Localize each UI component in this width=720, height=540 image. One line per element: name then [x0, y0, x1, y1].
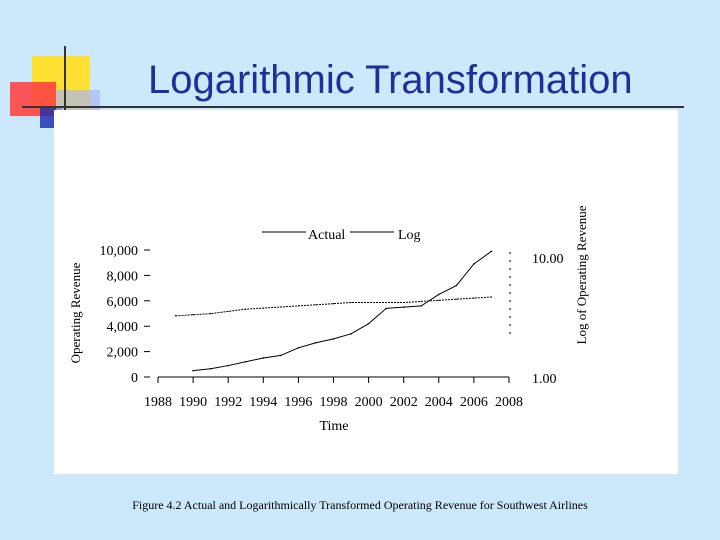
- series-actual-point: [332, 338, 335, 340]
- series-actual-point: [209, 367, 212, 370]
- series-log-point: [403, 301, 405, 304]
- series-log-point: [420, 300, 422, 303]
- y-left-tick-label: 4,000: [107, 320, 139, 335]
- y-axis-right-label: Log of Operating Revenue: [574, 205, 589, 344]
- series-actual-point: [244, 360, 247, 363]
- series-log-point: [245, 308, 247, 310]
- x-tick-label: 2008: [495, 395, 523, 410]
- series-actual-point: [192, 369, 194, 372]
- series-actual-point: [280, 354, 282, 357]
- series-actual-point: [297, 346, 300, 349]
- series-actual-point: [455, 284, 458, 287]
- series-log-line: [175, 296, 492, 317]
- series-log-point: [385, 301, 387, 304]
- y-left-tick-label: 10,000: [100, 244, 139, 259]
- chart-series: [174, 250, 493, 372]
- revenue-chart: Operating Revenue Log of Operating Reven…: [68, 205, 589, 434]
- series-log-point: [192, 314, 194, 316]
- x-tick-label: 1988: [144, 395, 172, 410]
- x-tick-label: 2000: [355, 395, 383, 410]
- figure-caption: Figure 4.2 Actual and Logarithmically Tr…: [132, 498, 588, 512]
- slide-title: Logarithmic Transformation: [148, 58, 633, 102]
- deco-vertical-line: [64, 46, 66, 132]
- series-actual-line: [193, 250, 492, 372]
- series-log-point: [473, 297, 475, 299]
- chart-ticks: 0 2,000 4,000 6,000 8,000 10,000 1988 1990 1992 1…: [100, 244, 564, 410]
- x-axis-label: Time: [319, 419, 348, 434]
- x-tick-label: 2002: [390, 395, 418, 410]
- series-actual-point: [420, 305, 423, 307]
- x-tick-label: 1994: [249, 395, 277, 410]
- series-actual-point: [402, 306, 405, 308]
- x-tick-label: 2004: [425, 395, 453, 410]
- series-log-point: [350, 301, 352, 304]
- y-right-tick-label: 10.00: [532, 252, 564, 267]
- series-log-point: [174, 315, 177, 317]
- chart-panel: Operating Revenue Log of Operating Reven…: [54, 110, 678, 474]
- series-actual-point: [262, 357, 265, 359]
- x-tick-label: 1990: [179, 395, 207, 410]
- series-actual-point: [438, 293, 440, 296]
- series-log-point: [280, 306, 282, 308]
- series-log-point: [210, 313, 212, 315]
- series-actual-point: [385, 307, 387, 310]
- legend-log-label: Log: [398, 228, 421, 243]
- deco-horizontal-line: [22, 106, 684, 108]
- y-left-tick-label: 2,000: [107, 346, 139, 361]
- series-actual-point: [473, 263, 475, 265]
- series-actual-point: [367, 322, 370, 325]
- x-tick-label: 1998: [320, 395, 348, 410]
- y-left-tick-label: 6,000: [107, 295, 139, 310]
- series-log-point: [368, 301, 370, 304]
- series-log-point: [297, 305, 299, 307]
- series-log-point: [455, 298, 457, 300]
- x-tick-label: 1996: [284, 395, 312, 410]
- series-actual-point: [490, 250, 493, 253]
- series-actual-point: [315, 341, 317, 344]
- deco-lightblue-square: [56, 90, 100, 112]
- series-log-point: [262, 307, 264, 309]
- y-left-tick-label: 8,000: [107, 269, 139, 284]
- x-tick-label: 1992: [214, 395, 242, 410]
- y-left-tick-label: 0: [131, 371, 138, 386]
- series-log-point: [227, 310, 229, 313]
- series-actual-point: [227, 364, 229, 367]
- x-tick-label: 2006: [460, 395, 488, 410]
- series-log-point: [490, 296, 493, 298]
- series-log-point: [438, 299, 440, 301]
- legend-actual-label: Actual: [308, 228, 345, 243]
- y-axis-left-label: Operating Revenue: [68, 262, 83, 363]
- series-log-point: [332, 303, 335, 305]
- series-log-point: [315, 304, 317, 306]
- series-actual-point: [350, 333, 352, 335]
- y-right-tick-label: 1.00: [532, 372, 557, 387]
